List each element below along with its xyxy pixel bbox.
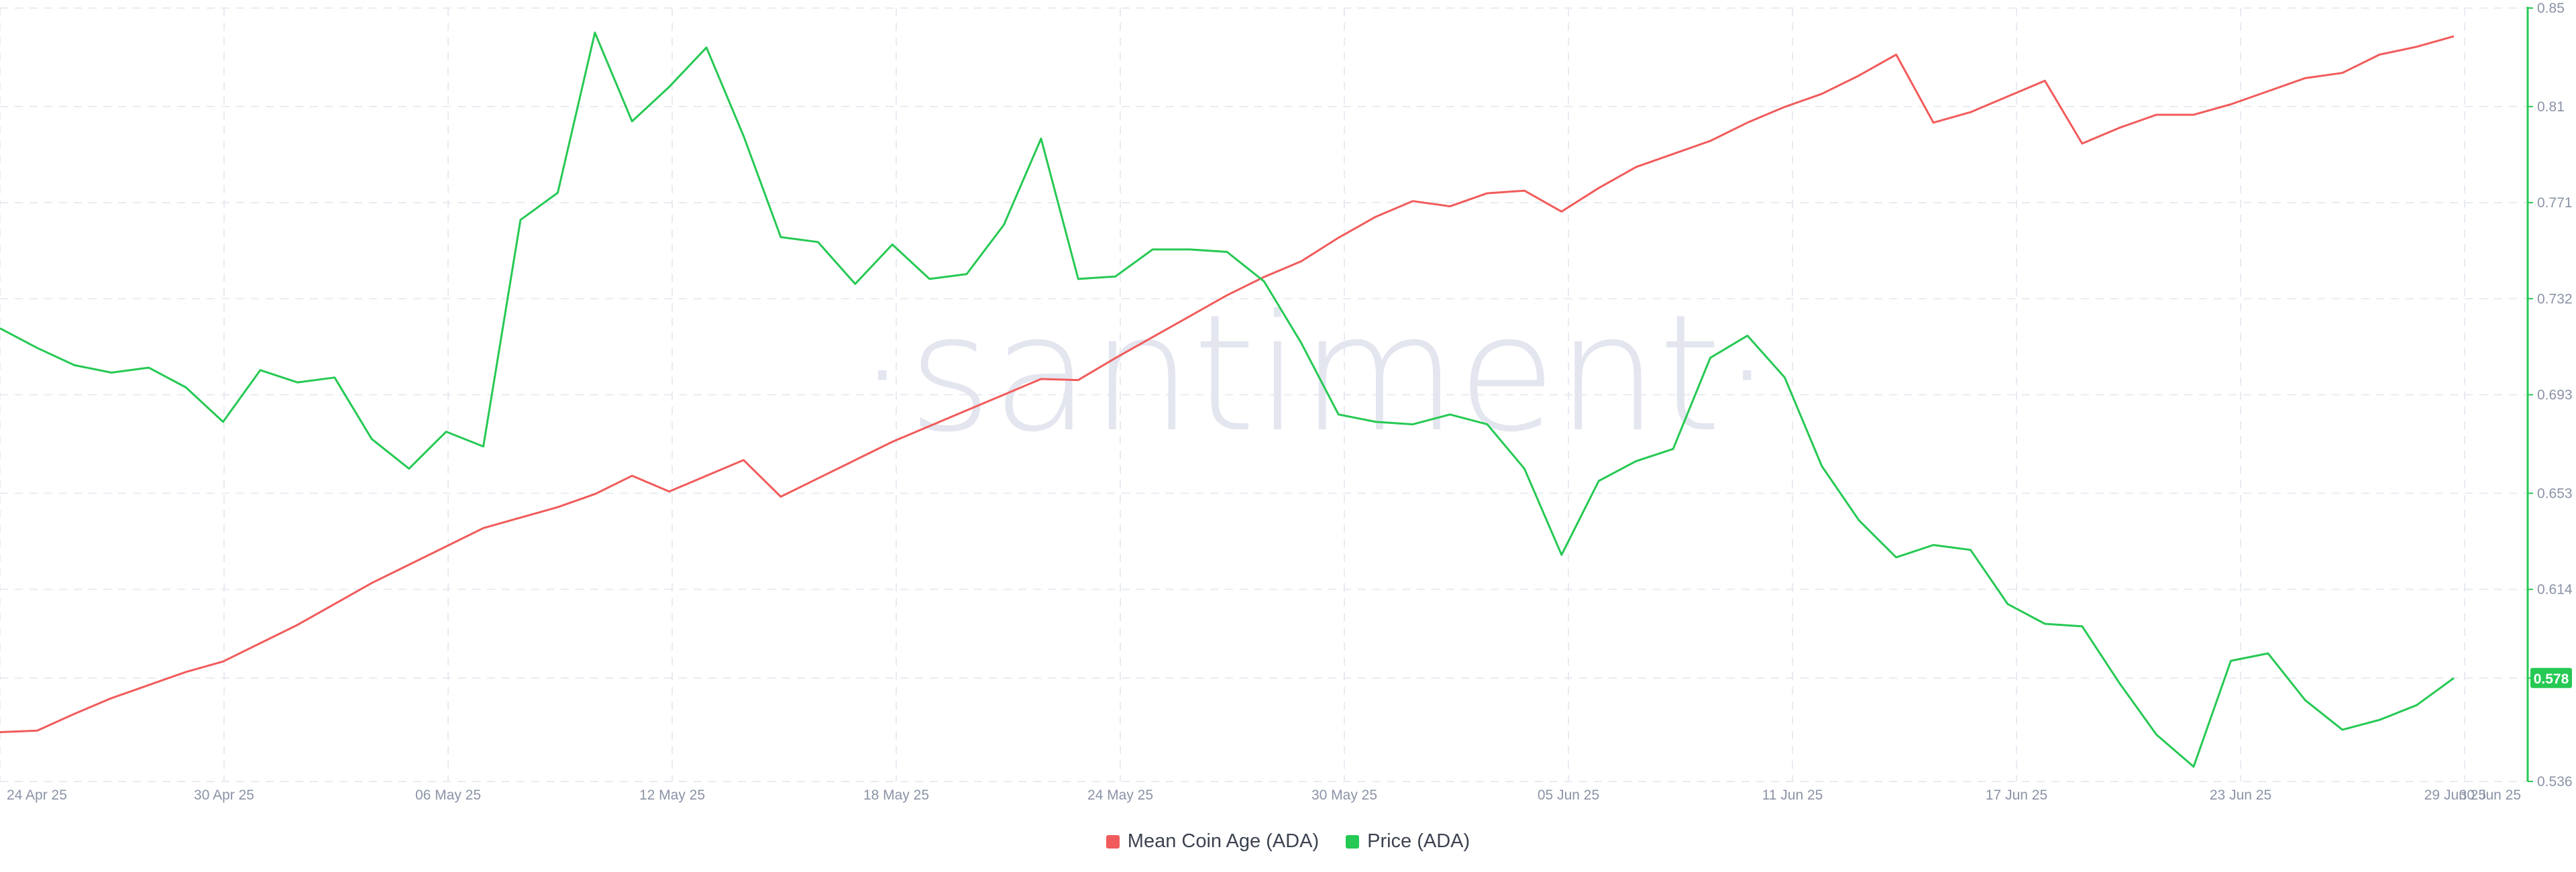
x-axis-ticks: 24 Apr 25 30 Apr 25 06 May 25 12 May 25 18 M…	[7, 787, 2521, 803]
x-tick-label: 12 May 25	[639, 787, 705, 803]
x-tick-label: 30 May 25	[1311, 787, 1377, 803]
legend-item-price[interactable]: Price (ADA)	[1346, 830, 1470, 853]
legend-item-mean-coin-age[interactable]: Mean Coin Age (ADA)	[1106, 830, 1319, 853]
series-line-price	[0, 32, 2455, 768]
y-tick-label: 0.693	[2537, 388, 2573, 403]
x-tick-label: 24 May 25	[1087, 787, 1153, 803]
x-tick-label: 30 Apr 25	[194, 787, 254, 803]
legend-label-price: Price (ADA)	[1367, 830, 1470, 852]
y-tick-label: 0.536	[2537, 774, 2573, 789]
legend-label-mean-coin-age: Mean Coin Age (ADA)	[1127, 830, 1320, 852]
x-tick-label: 05 Jun 25	[1538, 787, 1599, 803]
y-tick-label: 0.653	[2537, 486, 2573, 501]
y-tick-label: 0.614	[2537, 582, 2573, 598]
santiment-watermark: ·santiment·	[857, 280, 1772, 468]
current-price-badge: 0.578	[2530, 667, 2572, 688]
x-tick-label: 30 Jun 25	[2459, 787, 2521, 803]
price-badge-label: 0.578	[2534, 671, 2569, 687]
series-line-mean-coin-age	[0, 35, 2455, 733]
x-tick-label: 29 Jun 25	[2424, 787, 2486, 803]
price-badge-bg	[2530, 667, 2572, 688]
grid-lines	[0, 7, 2528, 782]
y-tick-label: 0.732	[2537, 291, 2573, 307]
y-tick-label: 0.81	[2537, 99, 2565, 115]
y-tick-label: 0.85	[2537, 1, 2565, 16]
x-tick-label: 18 May 25	[863, 787, 929, 803]
x-tick-label: 11 Jun 25	[1762, 787, 1823, 803]
legend-swatch-price	[1346, 834, 1360, 849]
x-tick-label: 17 Jun 25	[1986, 787, 2047, 803]
y-tick-label: 0.771	[2537, 195, 2573, 211]
series-layer	[0, 32, 2455, 768]
x-tick-label: 23 Jun 25	[2210, 787, 2271, 803]
x-tick-label: 06 May 25	[415, 787, 481, 803]
x-tick-label: 24 Apr 25	[7, 787, 67, 803]
legend-swatch-mean-coin-age	[1106, 834, 1120, 849]
chart-legend: Mean Coin Age (ADA) Price (ADA)	[0, 830, 2576, 853]
